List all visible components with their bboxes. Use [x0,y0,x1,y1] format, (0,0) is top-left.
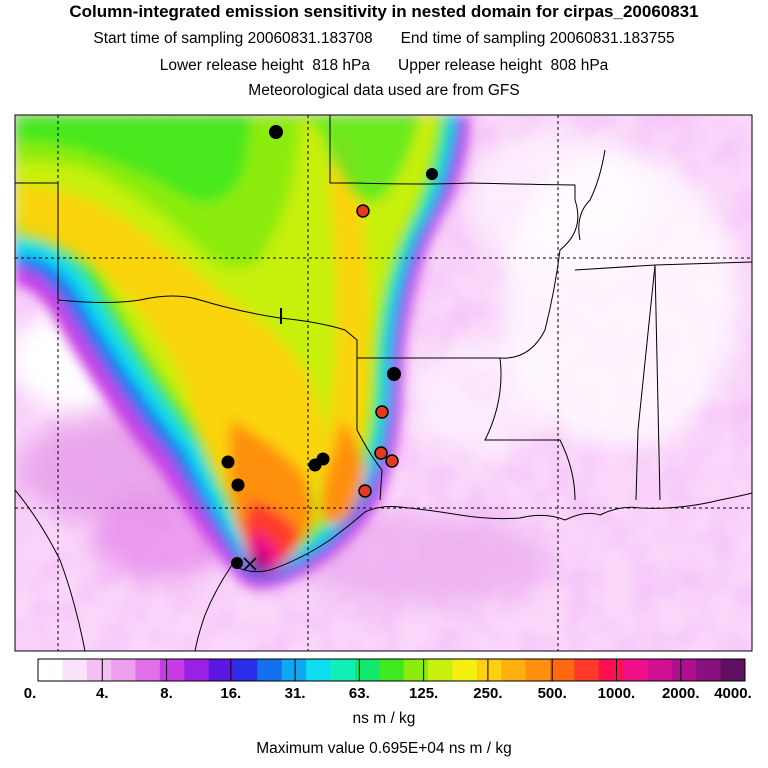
graticule [15,115,752,651]
colorbar-tick-label: 500. [538,685,567,702]
colorbar-tick-labels: 0. 4. 8. 16. 31. 63. 125. 250. 500. 1000. 2000. 400… [24,685,752,702]
page-title: Column-integrated emission sensitivity i… [69,2,699,21]
maximum-value: Maximum value 0.695E+04 ns m / kg [256,740,512,757]
colorbar-swatch [428,659,453,681]
colorbar-swatch [671,659,697,681]
colorbar-tick-label: 4. [96,685,109,702]
colorbar-swatch [354,659,380,681]
colorbar-swatch [38,659,63,681]
colorbar-tick-label: 2000. [662,685,700,702]
colorbar-swatch [501,659,527,681]
state-boundary [329,115,576,200]
colorbar-swatch [257,659,283,681]
sampling-times: Start time of sampling 20060831.183708 En… [0,30,768,48]
met-data-note: Meteorological data used are from GFS [248,82,520,99]
colorbar-swatch [111,659,137,681]
colorbar-swatch [62,659,88,681]
sabine-boundary [356,358,383,501]
colorbar-border [37,658,746,682]
colorbar-swatch [549,659,575,681]
colorbar-swatch [330,659,356,681]
state-boundary-3 [484,357,576,501]
mississippi-river [499,199,579,359]
state-boundary-6 [654,264,661,501]
colorbar-tick-label: 1000. [598,685,636,702]
colorbar-swatch [159,659,185,681]
marker-black [426,168,438,180]
colorbar-swatch [476,659,502,681]
colorbar-tick-label: 4000. [714,685,752,702]
colorbar-swatch [574,659,600,681]
colorbar-swatch [647,659,673,681]
colorbar-tick-label: 250. [473,685,502,702]
low-sensitivity-patches [15,130,740,460]
plume [15,115,470,589]
marker-black [316,452,330,466]
receptor-x-icon [243,557,257,571]
marker-black [221,455,235,469]
marker-red [374,446,388,460]
marker-black [387,367,401,381]
start-value: 20060831.183708 [247,30,373,47]
marker-red [385,454,399,468]
marker-red [356,204,370,218]
upper-value: 808 hPa [550,57,609,74]
colorbar-units: ns m / kg [352,710,416,727]
river-segment [578,149,606,241]
marker-red [375,405,389,419]
colorbar-tick-label: 16. [220,685,241,702]
end-value: 20060831.183755 [549,30,675,47]
colorbar-swatch [281,659,307,681]
map-frame [14,114,753,652]
map-field [15,115,752,651]
marker-red [358,484,372,498]
colorbar-tick-label: 125. [409,685,438,702]
release-heights: Lower release height 818 hPa Upper releas… [0,57,768,75]
colorbar-swatch [379,659,405,681]
lower-value: 818 hPa [312,57,370,74]
colorbar-swatch [720,659,746,681]
colorbar-swatch [233,659,258,681]
colorbar [37,658,746,682]
colorbar-swatch [598,659,624,681]
boundary-rio-grande [15,489,86,651]
colorbar-swatch [86,659,112,681]
marker-black [231,557,243,569]
marker-black [269,125,283,139]
colorbar-swatch [184,659,210,681]
upper-label: Upper release height [398,57,542,74]
red-river-boundary [57,295,358,358]
lower-label: Lower release height [159,57,304,74]
colorbar-tick-label: 8. [160,685,173,702]
coastline-south [194,564,233,651]
colorbar-swatch [135,659,161,681]
colorbar-tick-label: 31. [285,685,306,702]
colorbar-swatch [452,659,478,681]
colorbar-tick-label: 63. [349,685,370,702]
start-label: Start time of sampling [93,30,244,47]
colorbar-swatch [403,659,429,681]
colorbar-swatch [208,659,234,681]
colorbar-swatch [525,659,551,681]
colorbar-swatch [696,659,722,681]
marker-black [231,478,245,492]
sampling-markers [221,125,438,571]
colorbar-tick-label: 0. [24,685,37,702]
colorbar-swatch [623,659,648,681]
state-boundary-5 [654,261,752,266]
end-label: End time of sampling [400,30,546,47]
state-boundary-4 [574,264,656,501]
colorbar-swatch [306,659,332,681]
map-boundaries [15,115,752,651]
